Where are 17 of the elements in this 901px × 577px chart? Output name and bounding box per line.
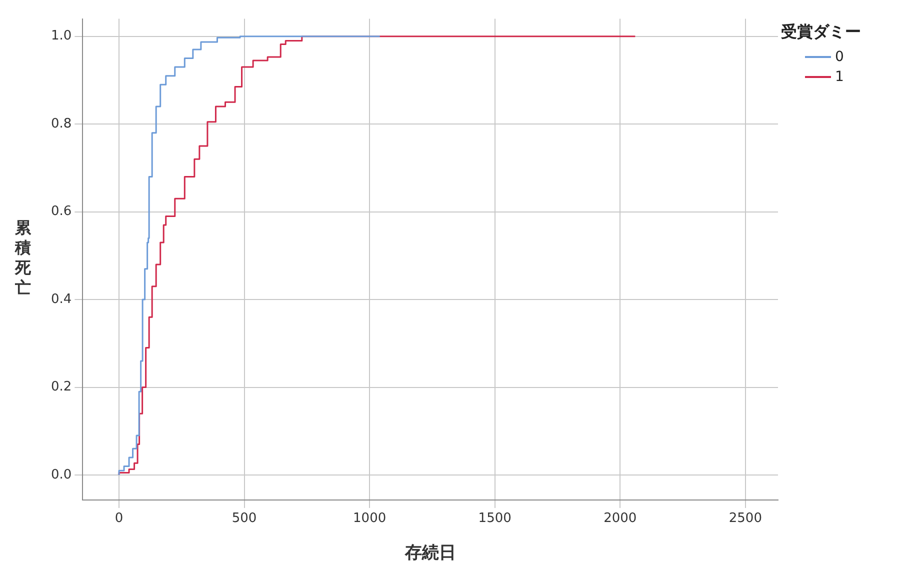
y-axis-title: 累積死亡 — [14, 218, 32, 298]
x-tick-label: 2500 — [728, 511, 762, 526]
x-tick-label: 0 — [114, 511, 124, 526]
y-tick-label: 0.8 — [50, 116, 72, 132]
y-tick-label: 1.0 — [50, 28, 72, 44]
legend-label: 0 — [835, 49, 844, 65]
legend-label: 1 — [835, 69, 844, 85]
legend-title: 受賞ダミー — [781, 22, 862, 43]
y-tick-label: 0.0 — [50, 467, 72, 482]
x-tick-label: 500 — [232, 511, 257, 526]
x-tick-label: 2000 — [604, 511, 637, 526]
y-tick-label: 0.2 — [50, 380, 72, 395]
y-tick-label: 0.6 — [50, 204, 72, 220]
x-tick-label: 1000 — [353, 511, 386, 526]
y-tick-label: 0.4 — [50, 292, 72, 307]
x-axis-title: 存続日 — [404, 543, 456, 564]
x-tick-label: 1500 — [478, 511, 512, 526]
